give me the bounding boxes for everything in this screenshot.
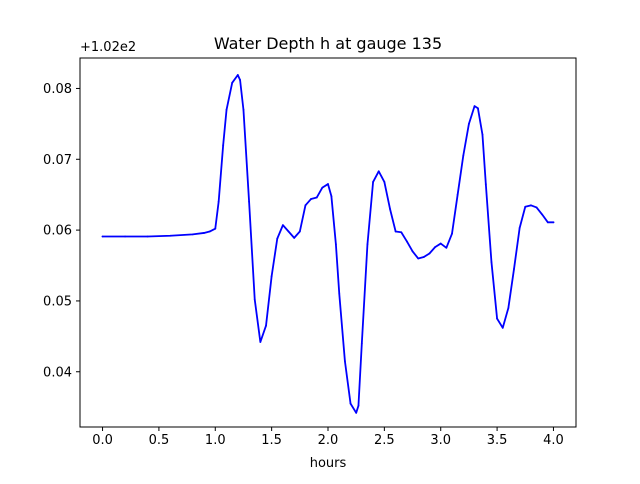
data-point	[225, 108, 228, 111]
data-point	[484, 183, 487, 185]
data-point	[468, 122, 470, 125]
data-point	[276, 237, 279, 240]
data-point	[394, 230, 397, 233]
data-point	[462, 154, 465, 157]
x-tick-label: 1.5	[261, 433, 282, 448]
data-point	[456, 193, 459, 196]
y-axis-ticks: 0.04 0.05 0.06 0.07 0.08	[43, 82, 80, 380]
data-point	[473, 105, 476, 108]
data-point	[417, 257, 420, 260]
data-point	[330, 195, 333, 198]
data-point	[406, 240, 408, 243]
chart-title: Water Depth h at gauge 135	[214, 34, 442, 53]
data-point	[287, 230, 290, 233]
y-tick-label: 0.04	[43, 365, 72, 380]
data-point	[321, 186, 324, 189]
y-tick-label: 0.08	[43, 82, 72, 97]
data-point	[265, 324, 267, 327]
data-point	[372, 181, 374, 183]
data-point	[344, 360, 346, 363]
data-point	[411, 250, 414, 253]
data-point	[222, 144, 225, 147]
series-layer	[101, 74, 555, 414]
data-point	[490, 261, 493, 263]
data-point	[535, 206, 538, 209]
data-point	[439, 242, 442, 245]
data-point	[146, 235, 149, 238]
x-tick-label: 2.0	[318, 433, 339, 448]
data-point	[334, 243, 337, 246]
data-point	[315, 196, 318, 199]
x-tick-label: 0.0	[92, 433, 113, 448]
data-point	[518, 227, 521, 229]
y-tick-label: 0.07	[43, 153, 72, 168]
x-tick-label: 4.0	[543, 433, 564, 448]
data-point	[327, 183, 329, 185]
data-point	[242, 108, 245, 111]
data-point	[445, 246, 448, 249]
data-point	[304, 204, 307, 207]
data-point	[451, 232, 453, 235]
data-point	[217, 200, 220, 203]
data-point	[501, 326, 504, 329]
data-point	[349, 402, 352, 405]
data-point	[293, 236, 296, 239]
data-point	[239, 79, 241, 81]
y-tick-label: 0.06	[43, 224, 72, 239]
x-tick-label: 3.5	[487, 433, 508, 448]
data-point	[546, 221, 549, 224]
data-point	[355, 411, 358, 414]
data-point	[552, 221, 555, 224]
data-point	[389, 207, 391, 210]
data-point	[282, 224, 284, 227]
data-point	[357, 404, 360, 407]
data-point	[524, 205, 527, 208]
data-point	[208, 230, 211, 233]
data-point	[383, 181, 386, 183]
data-point	[338, 292, 341, 295]
data-point	[428, 252, 431, 255]
data-point	[270, 275, 273, 278]
data-point	[298, 230, 301, 233]
data-point	[360, 342, 363, 345]
data-point	[124, 235, 126, 238]
data-point	[541, 213, 544, 216]
y-axis-offset-label: +1.02e2	[80, 40, 136, 55]
data-point	[248, 200, 250, 203]
data-point	[191, 233, 194, 236]
data-point	[481, 133, 484, 136]
data-point	[236, 74, 239, 76]
data-point	[169, 234, 172, 237]
data-point	[507, 307, 510, 309]
x-tick-label: 1.0	[205, 433, 226, 448]
data-point	[477, 107, 479, 110]
x-axis-label: hours	[310, 456, 347, 471]
x-tick-label: 3.0	[430, 433, 451, 448]
data-point	[203, 232, 205, 234]
data-point	[366, 243, 369, 246]
data-point	[400, 231, 403, 234]
x-axis-ticks: 0.0 0.5 1.0 1.5 2.0 2.5 3.0 3.5 4.0	[92, 427, 564, 448]
data-point	[231, 81, 234, 84]
x-tick-label: 0.5	[149, 433, 170, 448]
y-tick-label: 0.05	[43, 294, 72, 309]
data-point	[513, 268, 515, 270]
data-point	[310, 198, 312, 200]
data-point	[530, 204, 532, 207]
data-point	[259, 341, 262, 343]
x-tick-label: 2.5	[374, 433, 395, 448]
data-point	[214, 227, 217, 230]
data-point	[253, 298, 256, 301]
data-point	[101, 235, 104, 238]
data-point	[377, 170, 380, 173]
data-point	[434, 246, 436, 249]
data-point	[422, 256, 425, 258]
data-point	[496, 317, 498, 320]
